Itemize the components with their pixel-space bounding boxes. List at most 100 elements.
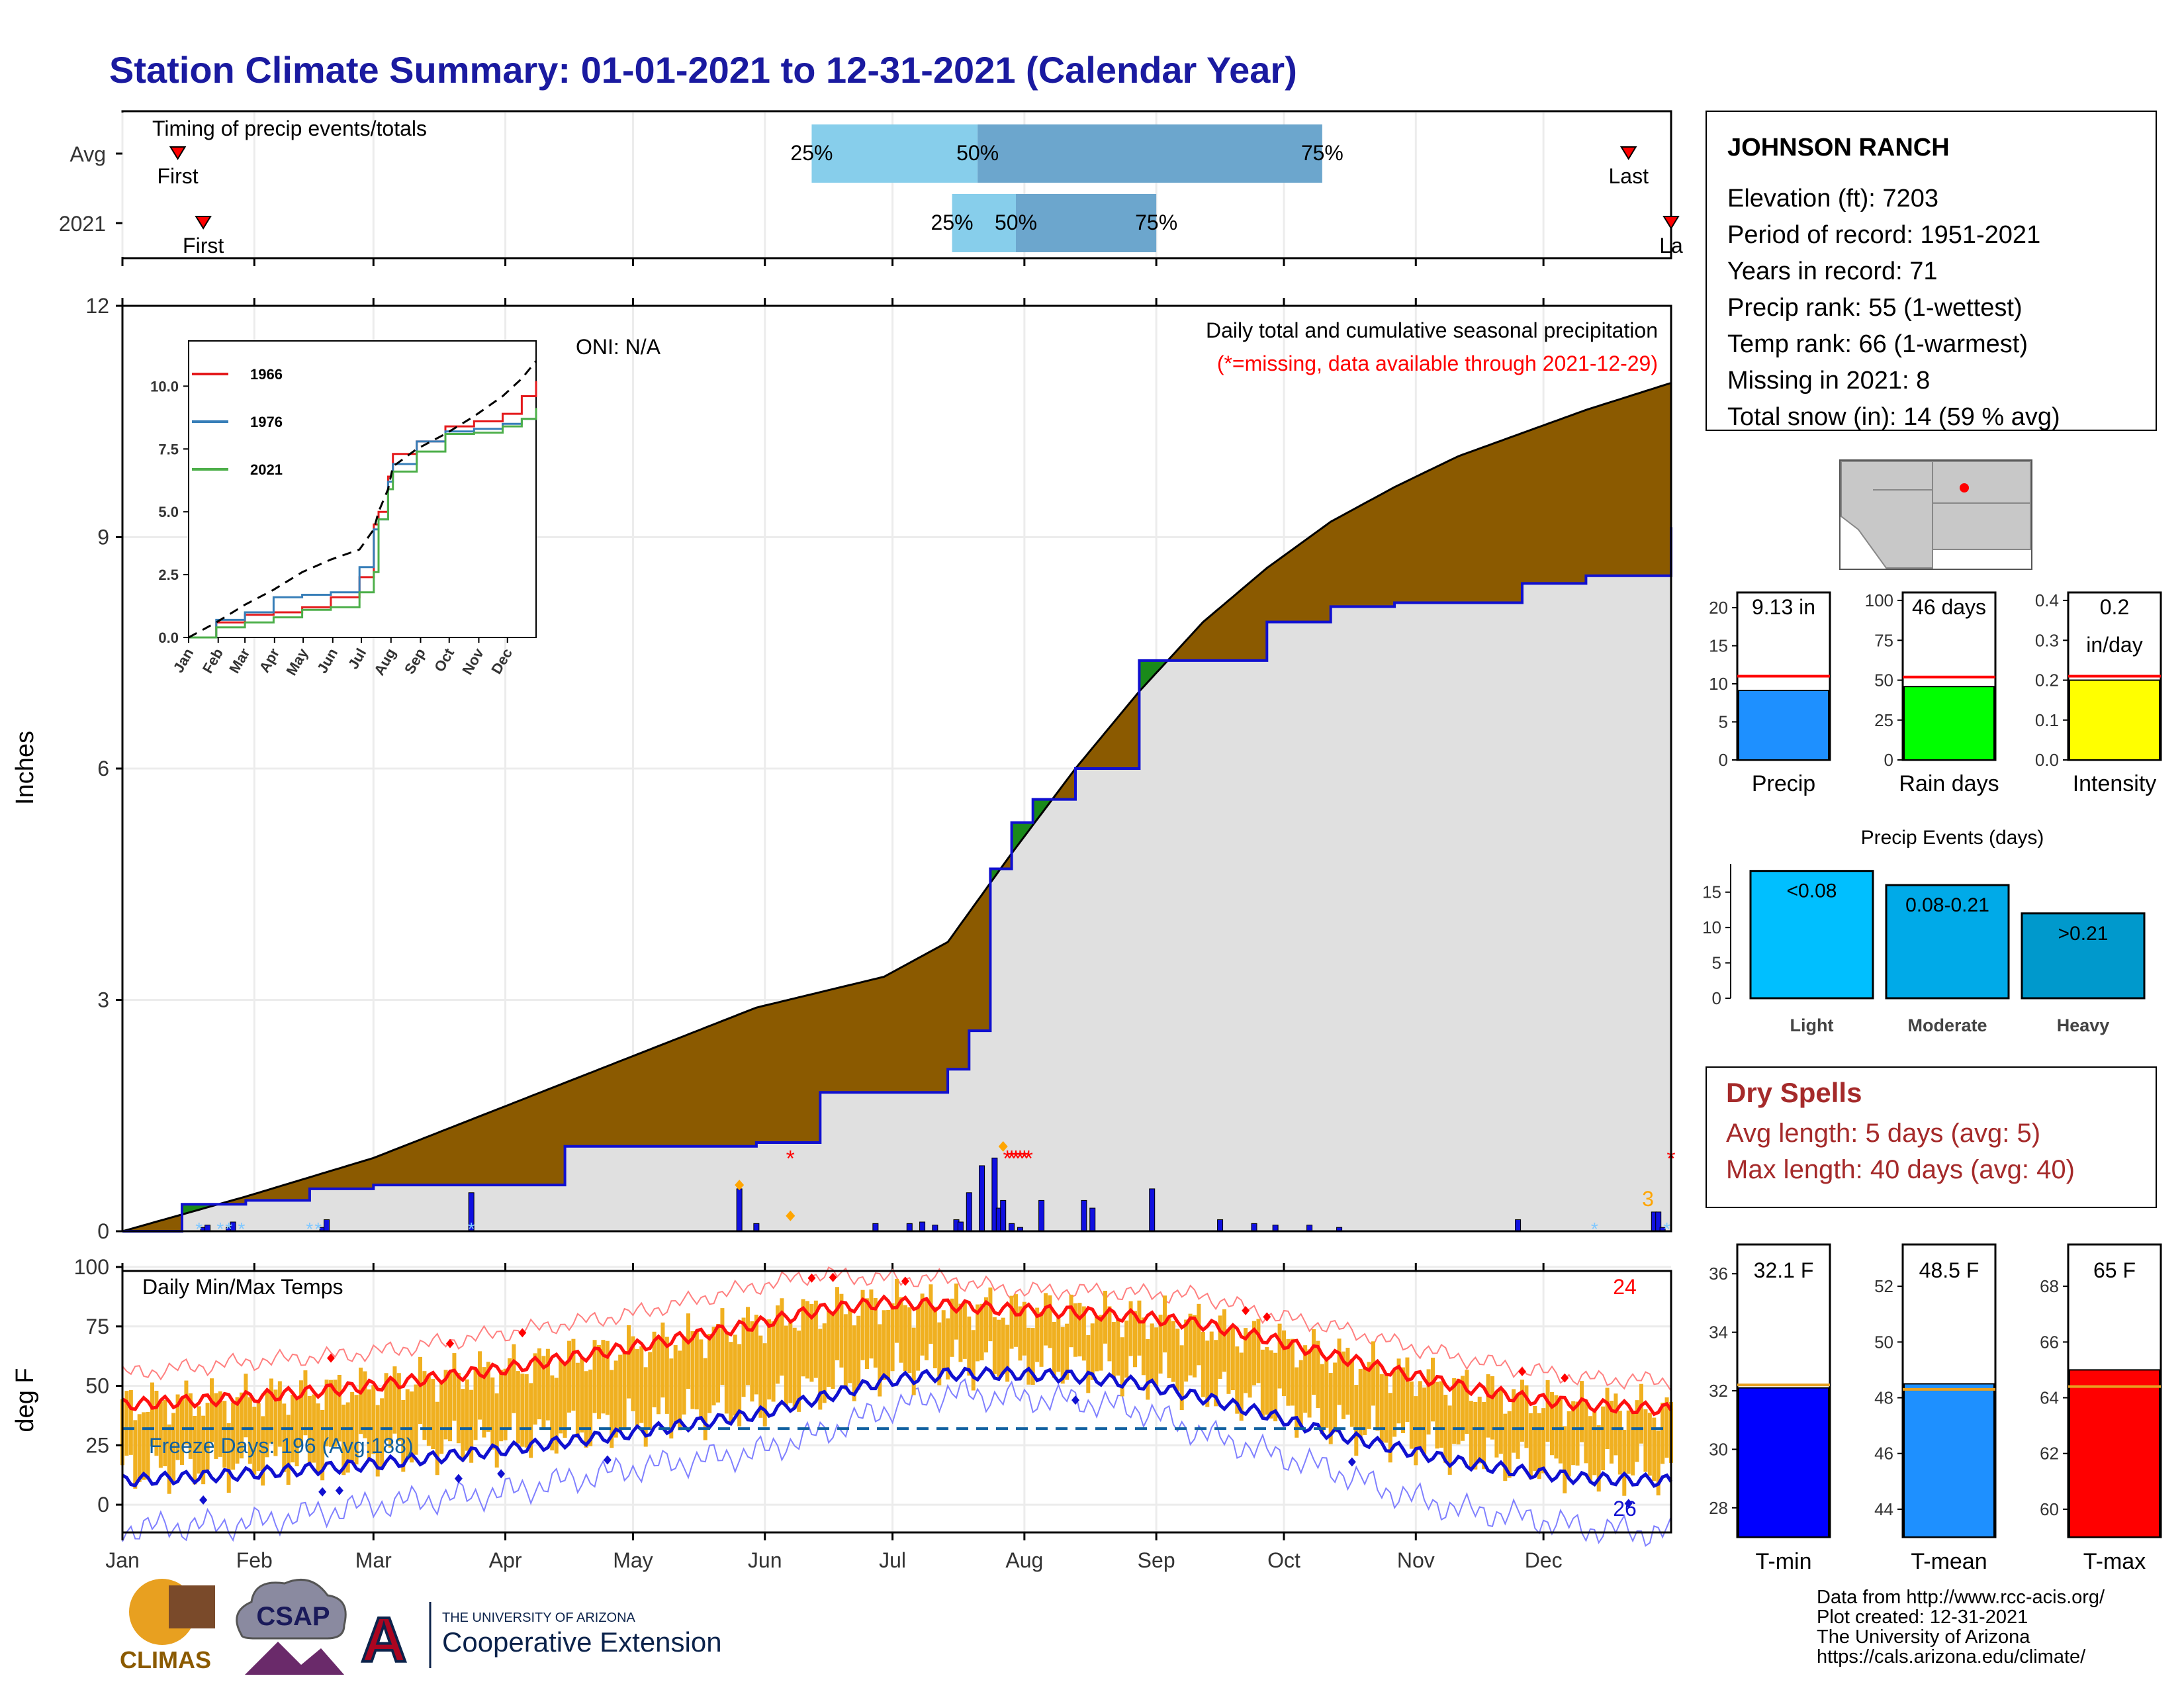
max-precip-marker (786, 1210, 796, 1221)
snow-day-marker: * (225, 1219, 232, 1239)
daily-temp-bar (886, 1309, 891, 1380)
daily-temp-bar (384, 1373, 388, 1441)
daily-precip-bar (1217, 1219, 1224, 1232)
month-label: Feb (236, 1548, 273, 1572)
daily-temp-bar (1001, 1317, 1005, 1374)
daily-temp-bar (265, 1391, 269, 1458)
temp-ytick-label: 25 (85, 1433, 109, 1457)
temp-ytick-label: 50 (85, 1374, 109, 1398)
daily-temp-bar (843, 1314, 848, 1390)
daily-precip-bar (324, 1219, 330, 1232)
dry-avg: Avg length: 5 days (avg: 5) (1726, 1119, 2040, 1148)
daily-temp-bar (431, 1379, 435, 1450)
daily-temp-bar (512, 1344, 516, 1413)
daily-temp-bar (1656, 1430, 1661, 1496)
daily-temp-bar (1639, 1383, 1643, 1444)
daily-temp-bar (1541, 1408, 1546, 1474)
daily-temp-bar (1133, 1311, 1137, 1368)
gauge-tick-label: 50 (1874, 671, 1893, 690)
daily-temp-bar (895, 1278, 899, 1343)
daily-temp-bar (1290, 1338, 1295, 1406)
daily-temp-bar (622, 1353, 627, 1430)
daily-temp-bar (128, 1389, 133, 1455)
daily-temp-bar (584, 1371, 588, 1448)
daily-temp-bar (1295, 1367, 1299, 1438)
daily-temp-bar (1367, 1362, 1371, 1429)
daily-temp-bar (1422, 1387, 1427, 1456)
daily-temp-bar (1044, 1293, 1048, 1346)
daily-temp-bar (992, 1317, 997, 1374)
event-bar-label: 0.08-0.21 (1905, 894, 1989, 916)
daily-temp-bar (762, 1343, 767, 1427)
daily-temp-bar (1435, 1382, 1439, 1449)
daily-temp-bar (1571, 1401, 1576, 1466)
daily-temp-bar (226, 1423, 231, 1493)
month-label: May (613, 1548, 653, 1572)
temp-gauge-value: 32.1 F (1754, 1258, 1814, 1282)
daily-temp-bar (1030, 1328, 1035, 1385)
snow-day-marker: * (468, 1219, 475, 1239)
oni-label: ONI: N/A (576, 335, 661, 359)
daily-temp-bar (133, 1420, 138, 1489)
gauge-tick-label: 0.0 (2035, 750, 2059, 770)
daily-temp-bar (1584, 1399, 1588, 1464)
daily-temp-bar (1307, 1349, 1312, 1418)
station-line: Elevation (ft): 7203 (1727, 185, 1938, 212)
daily-temp-bar (707, 1334, 712, 1413)
daily-temp-bar (341, 1404, 346, 1476)
inset-ytick-label: 10.0 (150, 378, 179, 395)
record-low-marker (335, 1485, 343, 1495)
daily-temp-bar (1563, 1426, 1567, 1493)
daily-temp-bar (1244, 1328, 1248, 1393)
daily-temp-bar (439, 1383, 444, 1454)
daily-temp-bar (435, 1401, 439, 1476)
daily-temp-bar (1324, 1358, 1329, 1428)
gauge-bar (1903, 686, 1995, 761)
daily-temp-bar (414, 1384, 418, 1455)
ua-a-icon: A (361, 1605, 406, 1675)
inset-legend-label: 1966 (250, 366, 283, 383)
record-low-marker (1071, 1395, 1079, 1405)
daily-temp-bar (235, 1397, 240, 1464)
max-precip-marker (998, 1141, 1008, 1152)
gauge-tick-label: 0.3 (2035, 630, 2059, 650)
daily-precip-bar (1000, 1199, 1007, 1232)
daily-temp-bar (1252, 1321, 1256, 1385)
daily-temp-bar (1312, 1329, 1316, 1395)
daily-temp-bar (201, 1415, 206, 1485)
daily-temp-bar (1052, 1321, 1056, 1378)
daily-temp-bar (1647, 1413, 1652, 1476)
daily-temp-bar (882, 1310, 886, 1380)
snow-day-marker: * (195, 1219, 203, 1239)
record-high-marker (327, 1353, 335, 1363)
daily-temp-bar (1218, 1315, 1222, 1379)
daily-temp-bar (1473, 1401, 1478, 1470)
daily-temp-bar (1111, 1322, 1116, 1380)
record-low-marker (199, 1495, 208, 1505)
daily-temp-bar (1256, 1319, 1261, 1383)
daily-temp-bar (776, 1305, 780, 1384)
timing-p50-label: 50% (956, 141, 999, 165)
precip-ylabel: Inches (11, 731, 39, 805)
daily-temp-bar (771, 1321, 776, 1402)
record-low-marker (497, 1469, 506, 1479)
month-label: Sep (1138, 1548, 1175, 1572)
temp-gauge-tick-label: 34 (1709, 1323, 1728, 1342)
daily-temp-bar (1009, 1295, 1014, 1349)
daily-temp-bar (482, 1367, 486, 1438)
daily-temp-bar (210, 1378, 214, 1442)
daily-temp-bar (1622, 1430, 1627, 1496)
station-line: Precip rank: 55 (1-wettest) (1727, 294, 2023, 322)
daily-temp-bar (592, 1340, 597, 1413)
temp-title: Daily Min/Max Temps (142, 1275, 343, 1299)
daily-temp-bar (461, 1389, 465, 1462)
daily-temp-bar (890, 1303, 895, 1372)
daily-temp-bar (1103, 1290, 1107, 1344)
daily-temp-bar (299, 1380, 303, 1447)
daily-temp-bar (916, 1306, 921, 1371)
daily-temp-bar (657, 1337, 660, 1415)
gauge-value-text: 0.2 (2100, 595, 2129, 619)
inset-ytick-label: 0.0 (158, 630, 179, 646)
daily-temp-bar (699, 1339, 704, 1419)
daily-temp-bar (733, 1335, 737, 1416)
